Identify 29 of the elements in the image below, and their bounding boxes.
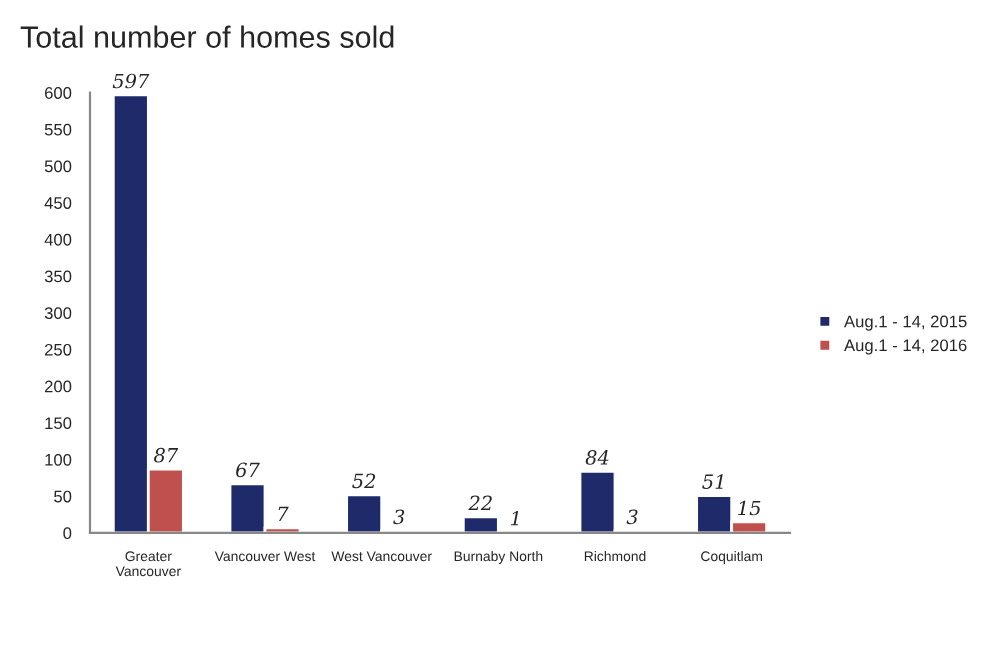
- y-tick-label: 450: [44, 197, 72, 209]
- y-tick-label: 250: [44, 343, 72, 356]
- data-label: 597: [112, 73, 150, 89]
- data-label: 3: [626, 509, 638, 525]
- data-label: 84: [585, 450, 609, 465]
- y-tick-label: 200: [44, 380, 72, 393]
- y-tick-label: 150: [45, 417, 72, 430]
- data-label: 1: [511, 510, 519, 526]
- data-label: 87: [154, 447, 179, 463]
- chart-title: Total number of homes sold: [20, 25, 394, 48]
- data-label: 67: [236, 462, 260, 478]
- y-tick-label: 600: [44, 87, 72, 99]
- y-tick-label: 350: [44, 270, 72, 283]
- legend-label: Aug.1 - 14, 2015: [844, 315, 967, 331]
- y-tick-label: 300: [44, 307, 72, 319]
- y-tick-label: 100: [45, 453, 72, 466]
- data-label: 51: [702, 474, 723, 489]
- y-tick-label: 50: [54, 490, 72, 503]
- bar: [461, 515, 500, 533]
- data-label: 22: [468, 495, 492, 510]
- y-tick-label: 550: [44, 123, 72, 136]
- data-label: 7: [278, 506, 289, 521]
- y-tick-label: 500: [44, 160, 72, 173]
- data-label: 3: [393, 509, 405, 525]
- y-tick-label: 0: [63, 527, 72, 540]
- y-tick-label: 400: [44, 233, 72, 246]
- data-label: 52: [352, 473, 376, 489]
- legend-label: Aug.1 - 14, 2016: [844, 339, 967, 355]
- data-label: 15: [738, 500, 761, 516]
